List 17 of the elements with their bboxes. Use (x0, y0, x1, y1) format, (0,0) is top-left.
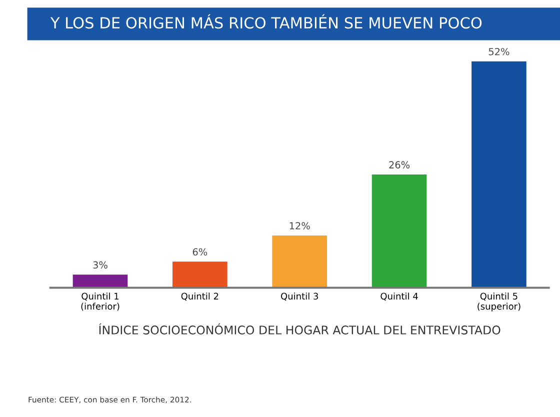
bar (372, 174, 427, 288)
x-tick-label: Quintil 4 (380, 292, 418, 301)
x-axis-title: ÍNDICE SOCIOECONÓMICO DEL HOGAR ACTUAL DEL ENTREVISTADO (99, 323, 500, 334)
data-label: 6% (192, 248, 208, 256)
x-tick-label: Quintil 5 (superior) (478, 292, 520, 312)
bar (72, 274, 128, 288)
data-label: 12% (290, 222, 310, 230)
data-label: 26% (389, 161, 410, 168)
bar (272, 235, 328, 288)
x-tick-label: Quintil 2 (181, 292, 218, 301)
chart-title: Y LOS DE ORIGEN MÁS RICO TAMBIÉN SE MUEVEN POCO (50, 14, 482, 29)
x-tick-label: Quintil 3 (280, 292, 318, 301)
data-label: 52% (488, 48, 510, 56)
data-label: 3% (93, 261, 108, 269)
bar (172, 262, 228, 288)
bar (472, 61, 526, 288)
x-tick-label: Quintil 1 (inferior) (81, 292, 120, 311)
